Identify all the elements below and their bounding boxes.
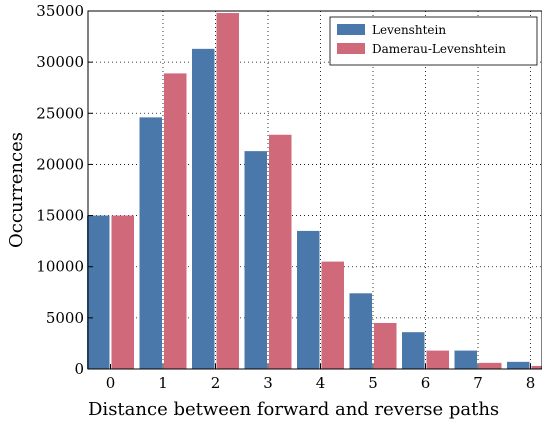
x-tick-label: 2: [211, 374, 221, 392]
x-tick-label: 5: [368, 374, 378, 392]
y-axis-ticks: 0 5000 10000 15000 20000 25000 30000 35000: [36, 2, 93, 378]
bar-damerau-levenshtein: [479, 362, 502, 369]
x-tick-label: 6: [421, 374, 431, 392]
bar-levenshtein: [139, 117, 162, 370]
y-tick-label: 10000: [36, 258, 84, 276]
y-tick-label: 20000: [36, 155, 84, 173]
y-axis-label: Occurrences: [6, 132, 27, 248]
x-tick-label: 3: [263, 374, 273, 392]
y-tick-label: 5000: [46, 309, 84, 327]
bar-damerau-levenshtein: [216, 13, 239, 369]
y-tick-label: 25000: [36, 104, 84, 122]
bar-levenshtein: [297, 230, 320, 369]
y-tick-label: 0: [74, 360, 84, 378]
bar-levenshtein: [454, 350, 477, 369]
bar-damerau-levenshtein: [269, 134, 292, 369]
bar-damerau-levenshtein: [374, 322, 397, 369]
x-axis-label: Distance between forward and reverse pat…: [88, 399, 499, 420]
bar-levenshtein: [192, 48, 215, 370]
legend: Levenshtein Damerau-Levenshtein: [329, 16, 538, 66]
x-axis-ticks: 0 1 2 3 4 5 6 7 8: [106, 364, 536, 392]
x-tick-label: 8: [526, 374, 536, 392]
bar-levenshtein: [402, 332, 425, 369]
bar-damerau-levenshtein: [426, 350, 449, 369]
legend-swatch-damerau-levenshtein: [337, 43, 365, 54]
y-tick-label: 30000: [36, 53, 84, 71]
x-tick-label: 7: [473, 374, 483, 392]
x-tick-label: 0: [106, 374, 116, 392]
bar-damerau-levenshtein: [164, 73, 187, 369]
bar-levenshtein: [244, 151, 267, 369]
y-tick-label: 35000: [36, 2, 84, 20]
y-tick-label: 15000: [36, 207, 84, 225]
bars: [87, 13, 542, 370]
bar-damerau-levenshtein: [321, 261, 344, 369]
bar-levenshtein: [507, 361, 530, 369]
x-tick-label: 4: [316, 374, 326, 392]
plot-frame: [87, 10, 542, 370]
bar-damerau-levenshtein: [531, 365, 542, 369]
legend-label-levenshtein: Levenshtein: [372, 23, 446, 37]
legend-swatch-levenshtein: [337, 24, 365, 35]
x-tick-label: 1: [158, 374, 168, 392]
bar-levenshtein: [87, 215, 110, 369]
legend-label-damerau-levenshtein: Damerau-Levenshtein: [372, 42, 506, 56]
bar-levenshtein: [349, 293, 372, 369]
bar-damerau-levenshtein: [111, 215, 134, 369]
